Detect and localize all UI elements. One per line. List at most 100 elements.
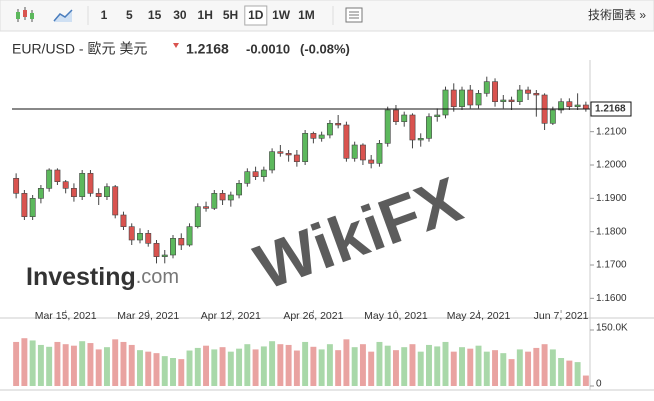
volume-bar (103, 347, 110, 386)
volume-bar (145, 351, 152, 386)
candle-body (582, 104, 589, 110)
volume-bar (87, 343, 94, 386)
volume-bar (186, 350, 193, 386)
volume-bar (137, 350, 143, 386)
toolbar (0, 0, 654, 32)
volume-bar (566, 360, 573, 386)
volume-bar (326, 344, 333, 386)
candle-body (516, 89, 523, 102)
candle-body (54, 169, 61, 182)
volume-bar (541, 344, 548, 386)
interval-button[interactable]: 5H (223, 8, 238, 22)
volume-bar (525, 351, 532, 386)
interval-button[interactable]: 30 (173, 8, 187, 22)
volume-bar (269, 341, 276, 386)
x-tick-label: Mar 15, 2021 (35, 310, 97, 322)
volume-bar (558, 358, 565, 386)
candle-body (359, 144, 366, 161)
y-tick-label: 1.2000 (596, 160, 627, 171)
instrument-title: EUR/USD - 歐元 美元 (12, 41, 147, 57)
interval-button[interactable]: 15 (148, 8, 162, 22)
last-price-box (590, 101, 632, 117)
candle-body (70, 188, 77, 197)
logo-suffix: .com (136, 266, 179, 288)
candle-body (351, 144, 358, 159)
candle-body (293, 154, 300, 162)
candle-body (508, 99, 515, 102)
candle-body (46, 169, 53, 189)
volume-bar (153, 353, 160, 386)
volume-bar (277, 344, 284, 386)
volume-bar (516, 349, 523, 386)
chart-link[interactable]: 技術圖表 » (588, 8, 646, 22)
candle-body (368, 159, 375, 164)
volume-bar (46, 346, 53, 386)
interval-button[interactable]: 5 (126, 8, 133, 22)
candle-body (13, 178, 20, 194)
logo-main: Investing (26, 263, 136, 291)
volume-bar (37, 344, 44, 386)
logo: Investing.com (26, 263, 179, 291)
candle-body (186, 226, 193, 246)
interval-button[interactable]: 1M (298, 8, 315, 22)
volume-bar (459, 347, 465, 386)
candle-body (442, 89, 449, 116)
volume-bar (574, 362, 581, 386)
down-arrow (173, 43, 179, 48)
interval-button[interactable]: 1W (272, 8, 291, 22)
volume-bar (203, 345, 210, 386)
candle-body (459, 89, 465, 107)
volume-bar (483, 351, 490, 386)
candle-body (112, 186, 119, 216)
volume-bar (376, 341, 383, 386)
volume-bar (467, 348, 474, 386)
candle-body (318, 134, 325, 139)
candle-body (483, 81, 490, 94)
candle-body (37, 188, 44, 199)
volume-bar (112, 339, 119, 386)
interval-button[interactable]: 1 (101, 8, 108, 22)
candle-body (285, 153, 292, 156)
candle-body (260, 169, 267, 177)
volume-tick-label: 0 (596, 379, 602, 390)
candle-body (409, 114, 416, 141)
volume-bar (351, 347, 358, 386)
volume-bar (120, 341, 127, 386)
volume-bar (62, 344, 69, 386)
x-tick-label: Apr 12, 2021 (201, 310, 261, 322)
interval-button[interactable]: 1D (248, 8, 264, 22)
candle-body (467, 89, 474, 106)
volume-bar (450, 351, 457, 386)
volume-bar (434, 346, 441, 386)
candle-body (566, 101, 573, 107)
volume-bar (219, 347, 226, 386)
volume-bar (492, 350, 499, 386)
candle-body (393, 109, 399, 122)
area-icon[interactable] (53, 9, 73, 22)
candle-body (95, 193, 102, 197)
candle-body (401, 114, 408, 122)
candle-body (326, 123, 333, 136)
candle-body (227, 194, 234, 201)
candle-body (376, 143, 383, 164)
x-tick-label: May 24, 2021 (447, 310, 511, 322)
candle-body (145, 233, 152, 244)
candle-body (417, 138, 424, 141)
volume-bar (70, 345, 77, 386)
interval-button[interactable]: 1H (198, 8, 213, 22)
candle-icon[interactable] (16, 7, 34, 22)
price: 1.2168 (186, 41, 229, 57)
volume-bar (368, 351, 375, 386)
candle-body (211, 193, 218, 209)
candle-body (62, 181, 69, 189)
candle-body (120, 214, 127, 227)
volume-bar (549, 349, 556, 386)
settings-icon[interactable] (345, 7, 363, 23)
candle-body (170, 238, 176, 256)
volume-tick-label: 150.0K (596, 323, 628, 334)
volume-bar (310, 346, 317, 386)
candle-body (302, 133, 309, 162)
volume-bar (442, 341, 449, 386)
volume-bar (211, 349, 218, 386)
